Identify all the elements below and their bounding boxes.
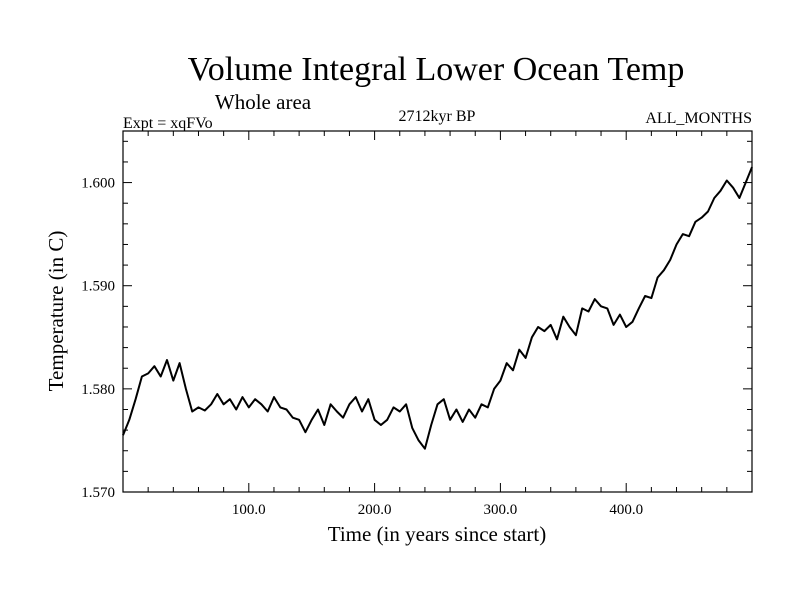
chart-subtitle: Whole area: [215, 90, 312, 114]
series-line: [122, 166, 753, 450]
x-tick-label: 100.0: [232, 502, 266, 518]
y-axis-label: Temperature (in C): [44, 231, 68, 392]
y-tick-label: 1.580: [81, 382, 115, 398]
annotation-right: ALL_MONTHS: [645, 110, 752, 127]
chart-title: Volume Integral Lower Ocean Temp: [188, 51, 685, 88]
annotation-left: Expt = xqFVo: [123, 115, 213, 132]
x-axis-label: Time (in years since start): [328, 522, 547, 546]
x-tick-label: 400.0: [609, 502, 643, 518]
plot-frame: [122, 130, 753, 493]
y-tick-label: 1.590: [81, 279, 115, 295]
y-tick-label: 1.600: [81, 176, 115, 192]
y-tick-label: 1.570: [81, 485, 115, 501]
x-tick-label: 300.0: [484, 502, 518, 518]
x-tick-label: 200.0: [358, 502, 392, 518]
axis-ticks: [122, 131, 753, 493]
annotation-center: 2712kyr BP: [399, 108, 476, 125]
tick-labels: 100.0 200.0 300.0 400.0 1.570 1.580 1.590 1.600: [81, 176, 643, 518]
